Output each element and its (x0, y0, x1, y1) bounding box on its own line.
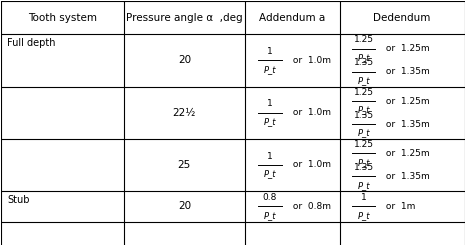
Text: P_t: P_t (264, 65, 276, 74)
Text: or  1.0m: or 1.0m (289, 56, 330, 65)
Text: Tooth system: Tooth system (28, 13, 97, 23)
Text: 1.25: 1.25 (354, 88, 374, 97)
Text: 1.25: 1.25 (354, 35, 374, 45)
Text: or  1.35m: or 1.35m (383, 67, 430, 76)
Text: Dedendum: Dedendum (373, 13, 431, 23)
Text: or  1.25m: or 1.25m (383, 97, 430, 106)
Text: P_t: P_t (357, 181, 370, 190)
Text: P_t: P_t (357, 158, 370, 167)
Text: 20: 20 (178, 201, 191, 211)
Text: P_t: P_t (264, 211, 276, 220)
Text: Full depth: Full depth (7, 38, 55, 48)
Text: P_t: P_t (357, 106, 370, 115)
Text: 1: 1 (361, 193, 366, 202)
Text: 1.35: 1.35 (354, 163, 374, 172)
Text: or  1.25m: or 1.25m (383, 149, 430, 158)
Text: 22½: 22½ (173, 108, 196, 118)
Text: 0.8: 0.8 (263, 193, 277, 202)
Text: or  1m: or 1m (383, 202, 416, 211)
Text: or  0.8m: or 0.8m (289, 202, 330, 211)
Text: 25: 25 (178, 160, 191, 170)
Text: Addendum a: Addendum a (259, 13, 325, 23)
Text: 1.25: 1.25 (354, 140, 374, 149)
Text: or  1.25m: or 1.25m (383, 44, 430, 53)
Text: P_t: P_t (357, 211, 370, 220)
Text: or  1.35m: or 1.35m (383, 120, 430, 129)
Text: Pressure angle α  ,deg: Pressure angle α ,deg (126, 13, 243, 23)
Text: 1.35: 1.35 (354, 111, 374, 120)
Text: 1: 1 (267, 152, 273, 161)
Text: or  1.35m: or 1.35m (383, 172, 430, 181)
Text: 1: 1 (267, 47, 273, 56)
Text: P_t: P_t (357, 76, 370, 85)
Text: P_t: P_t (264, 169, 276, 178)
Text: P_t: P_t (264, 117, 276, 126)
Text: P_t: P_t (357, 129, 370, 138)
Text: or  1.0m: or 1.0m (289, 160, 330, 169)
Text: 1: 1 (267, 99, 273, 108)
Text: 20: 20 (178, 55, 191, 65)
Text: Stub: Stub (7, 195, 29, 205)
Text: P_t: P_t (357, 53, 370, 62)
Text: or  1.0m: or 1.0m (289, 108, 330, 117)
Text: 1.35: 1.35 (354, 59, 374, 67)
